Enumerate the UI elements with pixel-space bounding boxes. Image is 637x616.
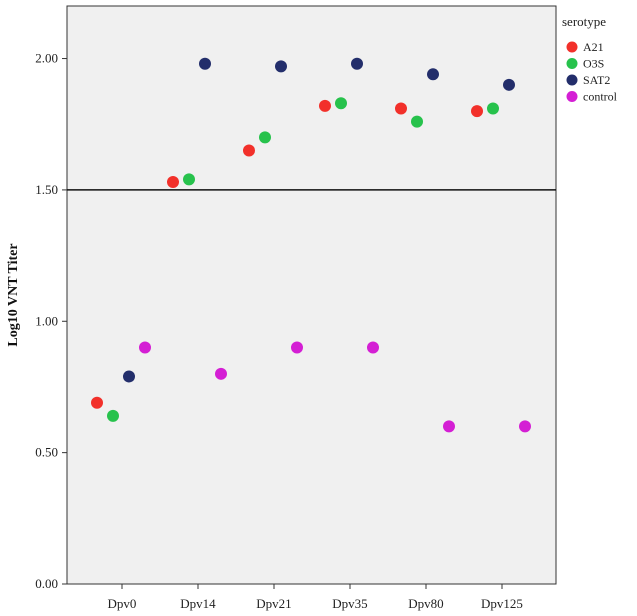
data-point-a21 [243, 144, 255, 157]
x-tick-label: Dpv0 [108, 596, 137, 611]
legend-title: serotype [562, 14, 606, 29]
data-point-control [367, 341, 379, 354]
data-point-control [139, 341, 151, 354]
x-tick-label: Dpv125 [481, 596, 523, 611]
y-tick-label: 0.50 [35, 445, 58, 460]
legend: serotype A21 O3S SAT2 control [562, 14, 618, 104]
x-axis: Dpv0 Dpv14 Dpv21 Dpv35 Dpv80 Dpv125 [108, 584, 523, 611]
legend-label: A21 [583, 40, 604, 54]
data-point-a21 [471, 105, 483, 118]
data-point-control [519, 420, 531, 433]
y-axis: 0.00 0.50 1.00 1.50 2.00 [35, 51, 67, 591]
data-point-o3s [335, 97, 347, 110]
data-point-sat2 [351, 57, 363, 70]
data-point-o3s [259, 131, 271, 144]
y-tick-label: 1.50 [35, 182, 58, 197]
y-tick-label: 1.00 [35, 313, 58, 328]
data-point-sat2 [503, 78, 515, 91]
data-points [91, 57, 531, 433]
legend-marker-o3s [566, 58, 578, 69]
x-tick-label: Dpv21 [256, 596, 291, 611]
legend-label: SAT2 [583, 73, 610, 87]
data-point-sat2 [427, 68, 439, 81]
data-point-control [443, 420, 455, 433]
y-axis-title: Log10 VNT Titer [6, 243, 21, 346]
data-point-sat2 [123, 370, 135, 383]
legend-marker-control [566, 91, 578, 102]
data-point-sat2 [275, 60, 287, 73]
data-point-a21 [319, 99, 331, 112]
data-point-sat2 [199, 57, 211, 70]
data-point-control [291, 341, 303, 354]
data-point-control [215, 367, 227, 380]
x-tick-label: Dpv14 [180, 596, 216, 611]
data-point-a21 [395, 102, 407, 115]
data-point-a21 [167, 176, 179, 189]
data-point-o3s [411, 115, 423, 128]
x-tick-label: Dpv35 [332, 596, 367, 611]
data-point-o3s [107, 409, 119, 422]
plot-area [66, 5, 557, 585]
y-tick-label: 2.00 [35, 51, 58, 66]
data-point-a21 [91, 396, 103, 409]
x-tick-label: Dpv80 [408, 596, 443, 611]
legend-marker-sat2 [566, 74, 578, 86]
y-tick-label: 0.00 [35, 576, 58, 591]
data-point-o3s [183, 173, 195, 186]
data-point-o3s [487, 102, 499, 115]
legend-label: O3S [583, 57, 604, 71]
legend-label: control [583, 90, 618, 104]
legend-marker-a21 [566, 41, 578, 53]
